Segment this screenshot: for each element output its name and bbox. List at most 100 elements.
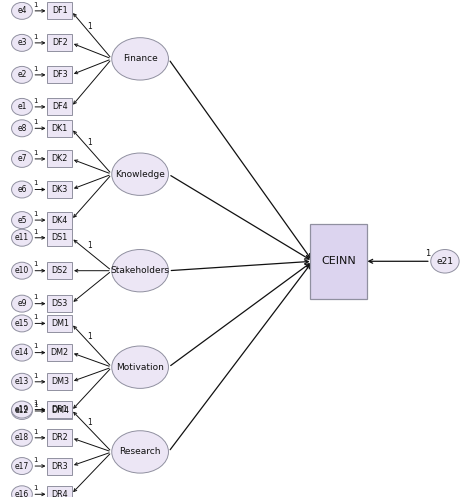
- FancyBboxPatch shape: [47, 66, 72, 84]
- FancyBboxPatch shape: [47, 402, 72, 419]
- Text: DF2: DF2: [52, 38, 68, 48]
- Ellipse shape: [11, 120, 32, 137]
- Ellipse shape: [11, 430, 32, 446]
- Text: e13: e13: [15, 378, 29, 386]
- Text: e21: e21: [437, 257, 454, 266]
- Text: DR2: DR2: [51, 434, 68, 442]
- Ellipse shape: [11, 230, 32, 246]
- Text: e10: e10: [15, 266, 29, 275]
- Text: Stakeholders: Stakeholders: [110, 266, 170, 275]
- Ellipse shape: [11, 66, 32, 84]
- Text: 1: 1: [33, 66, 38, 71]
- Ellipse shape: [112, 153, 168, 196]
- Text: 1: 1: [33, 485, 38, 491]
- Text: Motivation: Motivation: [116, 362, 164, 372]
- Ellipse shape: [112, 250, 168, 292]
- FancyBboxPatch shape: [47, 34, 72, 51]
- Text: DR3: DR3: [52, 462, 68, 470]
- Ellipse shape: [11, 344, 32, 361]
- Text: e14: e14: [15, 348, 29, 357]
- Ellipse shape: [11, 262, 32, 279]
- Ellipse shape: [11, 315, 32, 332]
- Text: 1: 1: [33, 228, 38, 234]
- Text: DM4: DM4: [51, 406, 69, 416]
- FancyBboxPatch shape: [47, 401, 72, 418]
- Text: e8: e8: [17, 124, 27, 133]
- FancyBboxPatch shape: [47, 430, 72, 446]
- FancyBboxPatch shape: [47, 262, 72, 279]
- FancyBboxPatch shape: [47, 150, 72, 168]
- Ellipse shape: [11, 374, 32, 390]
- Text: DK3: DK3: [52, 185, 68, 194]
- FancyBboxPatch shape: [47, 374, 72, 390]
- Text: 1: 1: [33, 98, 38, 103]
- FancyBboxPatch shape: [47, 98, 72, 116]
- Ellipse shape: [11, 34, 32, 51]
- Text: DF1: DF1: [52, 6, 68, 16]
- Ellipse shape: [11, 486, 32, 500]
- Text: Knowledge: Knowledge: [115, 170, 165, 178]
- Text: DR4: DR4: [52, 490, 68, 499]
- Text: 1: 1: [33, 428, 38, 434]
- Text: 1: 1: [87, 22, 91, 31]
- Ellipse shape: [11, 2, 32, 20]
- Ellipse shape: [112, 430, 168, 473]
- FancyBboxPatch shape: [47, 230, 72, 246]
- Ellipse shape: [112, 38, 168, 80]
- Text: 1: 1: [33, 119, 38, 125]
- Text: 1: 1: [87, 332, 91, 341]
- Text: e7: e7: [17, 154, 27, 164]
- Ellipse shape: [11, 458, 32, 474]
- Text: e16: e16: [15, 490, 29, 499]
- Text: 1: 1: [33, 314, 38, 320]
- Text: e2: e2: [17, 70, 27, 80]
- Text: 1: 1: [87, 418, 91, 426]
- Text: DM2: DM2: [51, 348, 69, 357]
- Text: 1: 1: [33, 2, 38, 8]
- Text: e4: e4: [17, 6, 27, 16]
- Text: e17: e17: [15, 462, 29, 470]
- Text: e5: e5: [17, 216, 27, 224]
- FancyBboxPatch shape: [47, 315, 72, 332]
- FancyBboxPatch shape: [47, 295, 72, 312]
- Text: DS1: DS1: [52, 233, 68, 242]
- Text: DF3: DF3: [52, 70, 68, 80]
- FancyBboxPatch shape: [47, 212, 72, 228]
- Text: 1: 1: [33, 262, 38, 268]
- Text: e12: e12: [15, 406, 29, 416]
- Text: e11: e11: [15, 233, 29, 242]
- Text: DM3: DM3: [51, 378, 69, 386]
- Text: e9: e9: [17, 299, 27, 308]
- Text: 1: 1: [33, 457, 38, 463]
- Text: 1: 1: [33, 344, 38, 349]
- Text: e18: e18: [15, 434, 29, 442]
- Text: e19: e19: [15, 405, 29, 414]
- Text: 1: 1: [33, 372, 38, 378]
- Text: DK4: DK4: [52, 216, 68, 224]
- Ellipse shape: [11, 402, 32, 419]
- Text: 1: 1: [87, 138, 91, 147]
- Ellipse shape: [11, 212, 32, 228]
- FancyBboxPatch shape: [47, 120, 72, 137]
- Text: 1: 1: [87, 241, 91, 250]
- Text: DR1: DR1: [52, 405, 68, 414]
- Ellipse shape: [11, 181, 32, 198]
- Text: e15: e15: [15, 319, 29, 328]
- FancyBboxPatch shape: [47, 486, 72, 500]
- Ellipse shape: [11, 98, 32, 116]
- Text: e6: e6: [17, 185, 27, 194]
- Text: 1: 1: [33, 400, 38, 406]
- Text: 1: 1: [425, 248, 430, 258]
- Ellipse shape: [112, 346, 168, 389]
- Text: 1: 1: [33, 34, 38, 40]
- Text: DF4: DF4: [52, 102, 68, 112]
- Text: 1: 1: [33, 150, 38, 156]
- Text: Research: Research: [119, 448, 161, 456]
- Ellipse shape: [11, 295, 32, 312]
- FancyBboxPatch shape: [47, 181, 72, 198]
- FancyBboxPatch shape: [47, 458, 72, 474]
- Text: DK1: DK1: [52, 124, 68, 133]
- Text: 1: 1: [33, 211, 38, 217]
- Text: DK2: DK2: [52, 154, 68, 164]
- Text: 1: 1: [33, 294, 38, 300]
